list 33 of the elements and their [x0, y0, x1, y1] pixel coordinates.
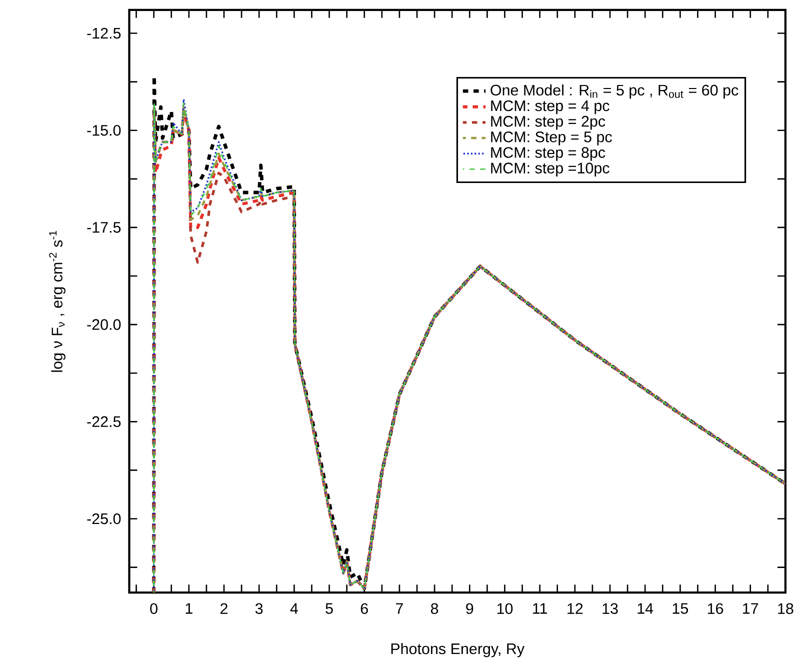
- y-tick-label: -22.5: [87, 416, 121, 427]
- legend-label: MCM: step =10pc: [491, 162, 610, 176]
- x-tick-label: 1: [186, 603, 192, 614]
- legend-label: One Model : R$_{in}$ = 5 pc , R$_{out}$ = 60 pc: [490, 84, 738, 99]
- x-tick-label: 14: [638, 603, 654, 614]
- x-tick-label: 0: [150, 603, 158, 614]
- legend-label: MCM: step = 2pc: [491, 116, 606, 130]
- x-tick-label: 17: [743, 603, 758, 614]
- x-tick-label: 12: [568, 603, 583, 614]
- legend-label: MCM: Step = 5 pc: [491, 131, 612, 146]
- legend-label: MCM: step = 4 pc: [491, 100, 610, 114]
- x-tick-label: 7: [396, 603, 403, 614]
- x-tick-label: 15: [672, 603, 688, 614]
- x-tick-label: 13: [602, 603, 618, 614]
- x-tick-label: 6: [360, 603, 368, 614]
- x-tick-label: 5: [326, 603, 333, 614]
- y-axis-title: log ν F$_{ν}$ , erg cm$^{-2}$ s$^{-1}$: [49, 230, 66, 372]
- x-tick-label: 16: [708, 603, 724, 614]
- x-tick-label: 3: [255, 603, 263, 614]
- y-tick-label: -25.0: [87, 513, 121, 524]
- x-tick-label: 11: [533, 603, 547, 614]
- x-tick-label: 4: [290, 603, 298, 614]
- y-tick-label: -20.0: [87, 319, 121, 330]
- legend-label: MCM: step = 8pc: [491, 147, 606, 161]
- y-tick-label: -12.5: [87, 28, 121, 39]
- x-tick-label: 8: [430, 603, 438, 614]
- x-tick-label: 2: [220, 603, 228, 614]
- y-tick-label: -15.0: [87, 124, 121, 136]
- x-tick-label: 18: [778, 603, 794, 614]
- y-tick-label: -17.5: [87, 222, 121, 233]
- x-axis-title: Photons Energy, Ry: [391, 642, 525, 658]
- x-tick-label: 9: [466, 603, 474, 614]
- x-tick-label: 10: [497, 603, 513, 614]
